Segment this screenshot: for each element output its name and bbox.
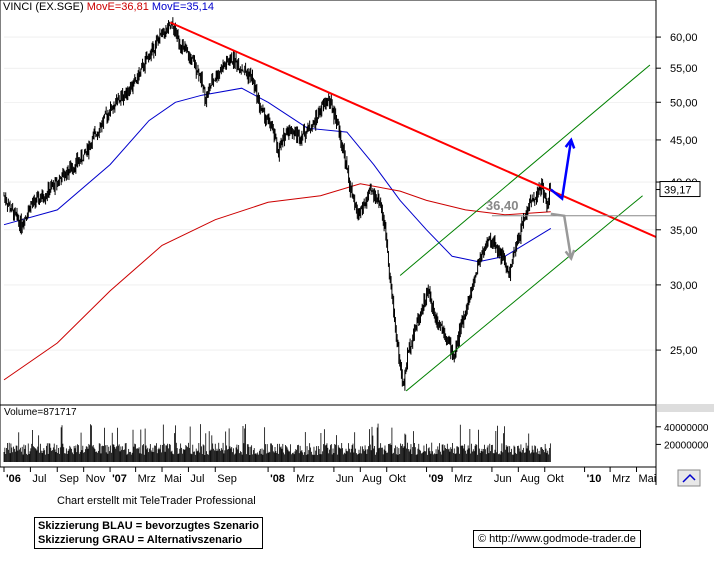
chart-tool-arrow-icon	[682, 473, 696, 483]
scenario-arrows	[550, 137, 576, 262]
price-bars	[3, 17, 551, 391]
x-tick-label: Jul	[32, 473, 46, 485]
x-tick-label: Mrz	[454, 473, 472, 485]
ma-long-line	[3, 87, 552, 263]
moving-average-short	[3, 183, 551, 381]
ma-short-line	[3, 183, 551, 381]
x-tick-label: '07	[112, 473, 127, 485]
chart-credit: Chart erstellt mit TeleTrader Profession…	[57, 495, 256, 507]
x-tick-label: Mrz	[138, 473, 156, 485]
volume-tick-label: 20000000	[664, 440, 709, 451]
ma-short-value: MovE=36,81	[86, 1, 149, 13]
x-tick-label: '09	[429, 473, 444, 485]
chart-title: VINCI (EX.SGE) MovE=36,81 MovE=35,14	[3, 1, 214, 13]
volume-tick-label: 40000000	[664, 423, 709, 434]
axes	[0, 0, 714, 487]
scenario-gray-arrow-head	[564, 249, 576, 262]
y-tick-label: 50,00	[670, 97, 698, 109]
scenario-blue-arrow	[550, 139, 573, 201]
ma-long-value: MovE=35,14	[151, 1, 214, 13]
x-tick-label: Aug	[362, 473, 382, 485]
y-tick-label: 55,00	[670, 63, 698, 75]
channel-lower-line	[405, 195, 643, 392]
y-tick-label: 60,00	[670, 32, 698, 44]
volume-label: Volume=871717	[4, 407, 77, 418]
volume-bars	[3, 423, 551, 462]
y-tick-label: 25,00	[670, 345, 698, 357]
x-tick-label: Okt	[389, 473, 406, 485]
scenario-blue-arrow-head	[564, 137, 576, 149]
copyright-icon: ©	[478, 533, 487, 545]
x-tick-label: Mai	[639, 473, 657, 485]
x-tick-label: Jun	[494, 473, 512, 485]
channel-upper-line	[399, 64, 651, 276]
x-tick-label: '08	[270, 473, 285, 485]
scenario-gray-arrow	[550, 212, 573, 259]
y-tick-label: 35,00	[670, 225, 698, 237]
x-tick-label: Jul	[190, 473, 204, 485]
x-tick-label: Sep	[59, 473, 79, 485]
x-tick-label: Nov	[86, 473, 106, 485]
x-tick-label: Mrz	[296, 473, 314, 485]
chart-tool-icon	[677, 469, 701, 487]
legend-blue: Skizzierung BLAU = bevorzugtes Szenario	[38, 520, 259, 532]
axis-labels: 60,0055,0050,0045,0040,0035,0030,0025,00…	[6, 32, 709, 485]
x-tick-label: Sep	[217, 473, 237, 485]
moving-average-long	[3, 87, 552, 263]
source-link[interactable]: © http://www.godmode-trader.de	[473, 530, 641, 548]
legend-box: Skizzierung BLAU = bevorzugtes Szenario …	[34, 517, 263, 549]
support-level-label: 36,40	[486, 198, 519, 213]
scroll-strip	[657, 404, 714, 412]
x-tick-label: '06	[6, 473, 21, 485]
x-tick-label: Mai	[164, 473, 182, 485]
instrument-name: VINCI (EX.SGE)	[3, 1, 84, 13]
y-tick-label: 30,00	[670, 280, 698, 292]
legend-gray: Skizzierung GRAU = Alternativszenario	[38, 534, 243, 546]
price-panel-frame	[0, 0, 657, 406]
x-tick-label: Jun	[336, 473, 354, 485]
y-tick-label: 45,00	[670, 135, 698, 147]
x-tick-label: Mrz	[612, 473, 630, 485]
resistance-trendline	[169, 21, 657, 238]
trend-lines	[169, 21, 657, 392]
x-tick-label: Aug	[520, 473, 540, 485]
last-price-label: 39,17	[664, 185, 692, 197]
x-tick-label: '10	[587, 473, 602, 485]
source-url: http://www.godmode-trader.de	[489, 533, 636, 545]
x-tick-label: Okt	[547, 473, 564, 485]
